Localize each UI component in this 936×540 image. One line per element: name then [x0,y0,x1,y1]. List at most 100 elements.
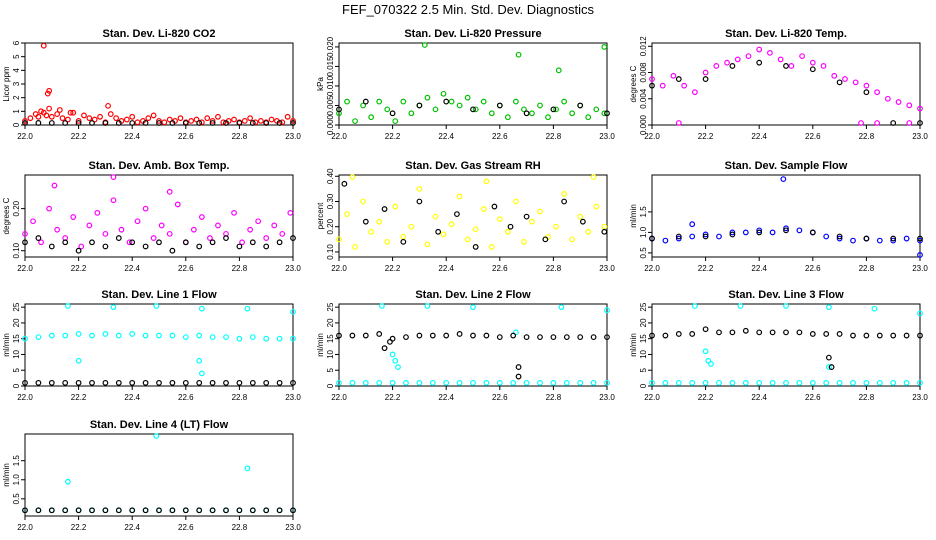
data-point [440,90,447,97]
data-point [601,223,608,230]
data-point [290,117,296,124]
data-point [729,231,736,238]
y-tick-label: 2 [12,95,21,100]
data-point [823,233,830,240]
plot-frame [651,42,921,126]
data-point [196,357,203,364]
data-point [863,235,870,242]
data-point [585,114,592,121]
data-point [456,193,463,200]
data-point [91,116,98,123]
data-point [510,332,517,339]
chart-panel-9: Stan. Dev. Line 3 Flow 22.0 22.2 22.4 22.6 22… [629,289,928,402]
data-point [563,379,570,386]
data-point [279,119,286,126]
data-point [756,59,763,66]
data-point [376,331,383,337]
data-point [512,98,519,105]
y-tick-label: 25 [639,302,648,311]
plot-frame [24,303,294,387]
series-colored [649,176,923,258]
data-point [220,119,227,126]
data-point [480,206,487,212]
data-point [35,379,42,386]
data-point [290,335,296,342]
chart-title: Stan. Dev. Line 2 Flow [415,289,531,301]
data-point [831,72,838,79]
y-tick-label: 0 [12,122,21,127]
data-point [35,120,42,126]
x-tick-label: 22.8 [859,393,875,402]
x-tick-label: 22.2 [698,393,714,402]
data-point [737,303,744,309]
data-point [287,209,294,216]
y-tick-label: 15 [12,334,21,343]
data-point [408,223,415,230]
plot-frame [651,174,921,258]
data-point [169,247,176,254]
data-point [734,56,741,63]
data-point [742,327,749,334]
x-tick-label: 22.0 [644,393,660,402]
data-point [689,233,696,240]
data-point [767,49,773,56]
data-point [515,51,522,58]
data-point [745,53,752,60]
data-point [223,379,229,386]
data-point [783,379,789,386]
data-point [491,203,498,210]
data-point [276,335,283,342]
data-point [193,116,200,123]
data-point [424,94,431,101]
data-point [577,102,584,109]
data-point [681,82,688,89]
series-colored [22,42,296,126]
data-point [156,117,162,124]
data-point [161,119,168,126]
data-point [190,226,197,233]
data-point [729,229,736,236]
data-point [670,72,677,79]
y-tick-label: 5 [12,54,21,59]
x-tick-label: 22.0 [331,393,347,402]
data-point [182,120,189,126]
x-tick-label: 23.0 [285,523,301,532]
data-point [496,216,503,223]
x-tick-label: 22.2 [385,393,401,402]
data-point [196,243,203,250]
data-point [472,244,479,250]
data-point [38,239,44,246]
data-point [263,243,270,250]
data-point [169,379,176,386]
x-tick-label: 22.2 [698,264,714,273]
data-point [729,329,736,336]
data-point [46,87,53,94]
data-point [788,63,795,69]
data-point [89,239,95,246]
x-tick-label: 22.4 [438,264,454,273]
data-point [209,120,216,126]
data-point [448,221,455,228]
data-point [389,351,396,358]
data-point [702,231,709,238]
data-point [874,120,881,126]
data-point [75,247,82,254]
data-point [115,332,122,339]
x-tick-label: 22.0 [331,264,347,273]
x-tick-label: 23.0 [285,393,301,402]
data-point [94,209,101,216]
data-point [756,227,763,234]
y-tick-label: 0.5 [12,493,21,505]
data-point [917,252,923,258]
series-colored [22,303,296,377]
series-black [22,379,296,386]
data-point [515,364,522,370]
x-tick-label: 22.8 [546,132,562,141]
data-point [836,331,843,337]
data-point [352,118,358,124]
data-point [290,235,296,241]
series-colored [336,303,610,386]
y-tick-label: 0.000 [639,114,648,135]
data-point [75,379,82,386]
data-point [89,332,95,339]
